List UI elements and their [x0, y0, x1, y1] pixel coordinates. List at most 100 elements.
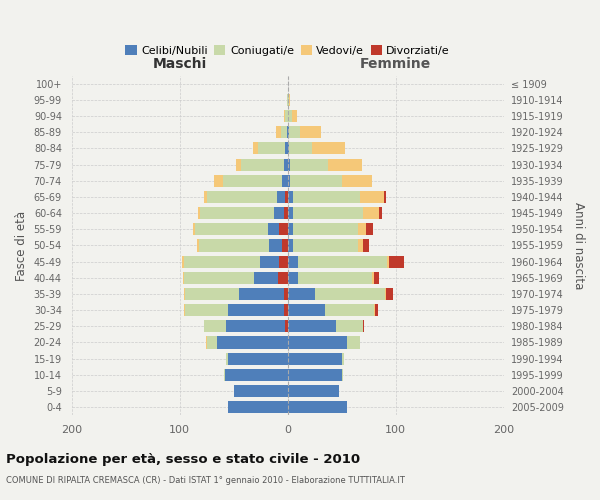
Bar: [289, 142, 313, 154]
Y-axis label: Fasce di età: Fasce di età: [15, 210, 28, 280]
Bar: [259, 142, 286, 154]
Bar: [341, 352, 344, 364]
Bar: [287, 223, 293, 235]
Bar: [277, 191, 286, 203]
Bar: [228, 401, 287, 413]
Bar: [185, 304, 228, 316]
Bar: [228, 352, 287, 364]
Bar: [287, 174, 290, 187]
Bar: [286, 320, 287, 332]
Bar: [200, 207, 274, 219]
Bar: [341, 174, 372, 187]
Bar: [205, 191, 206, 203]
Bar: [363, 240, 368, 252]
Bar: [287, 110, 292, 122]
Bar: [284, 288, 287, 300]
Bar: [375, 304, 379, 316]
Bar: [287, 272, 298, 284]
Bar: [347, 336, 360, 348]
Bar: [293, 240, 358, 252]
Bar: [195, 223, 268, 235]
Text: COMUNE DI RIPALTA CREMASCA (CR) - Dati ISTAT 1° gennaio 2010 - Elaborazione TUTT: COMUNE DI RIPALTA CREMASCA (CR) - Dati I…: [6, 476, 405, 485]
Bar: [282, 174, 287, 187]
Bar: [206, 191, 277, 203]
Bar: [228, 304, 284, 316]
Bar: [292, 110, 298, 122]
Bar: [269, 240, 282, 252]
Bar: [184, 304, 185, 316]
Bar: [298, 272, 372, 284]
Bar: [284, 207, 287, 219]
Bar: [298, 256, 387, 268]
Bar: [287, 369, 341, 381]
Bar: [284, 304, 287, 316]
Bar: [184, 272, 254, 284]
Bar: [358, 223, 367, 235]
Bar: [287, 126, 289, 138]
Bar: [290, 174, 341, 187]
Bar: [299, 126, 321, 138]
Bar: [206, 336, 217, 348]
Bar: [282, 240, 287, 252]
Bar: [233, 385, 287, 397]
Legend: Celibi/Nubili, Coniugati/e, Vedovi/e, Divorziati/e: Celibi/Nubili, Coniugati/e, Vedovi/e, Di…: [121, 40, 454, 60]
Bar: [253, 142, 259, 154]
Bar: [363, 320, 364, 332]
Bar: [185, 288, 239, 300]
Bar: [287, 401, 347, 413]
Bar: [287, 142, 289, 154]
Bar: [287, 207, 293, 219]
Bar: [360, 191, 384, 203]
Bar: [289, 126, 299, 138]
Bar: [239, 288, 284, 300]
Bar: [236, 158, 241, 170]
Bar: [274, 207, 284, 219]
Bar: [205, 320, 226, 332]
Bar: [182, 256, 184, 268]
Bar: [278, 272, 287, 284]
Text: Maschi: Maschi: [152, 57, 207, 71]
Bar: [290, 158, 328, 170]
Bar: [286, 142, 287, 154]
Bar: [193, 223, 195, 235]
Bar: [287, 158, 290, 170]
Bar: [276, 126, 281, 138]
Bar: [341, 369, 343, 381]
Bar: [379, 207, 382, 219]
Bar: [223, 174, 282, 187]
Bar: [293, 191, 360, 203]
Bar: [328, 158, 362, 170]
Bar: [289, 94, 290, 106]
Bar: [224, 369, 225, 381]
Bar: [314, 288, 385, 300]
Bar: [241, 158, 284, 170]
Bar: [385, 288, 386, 300]
Bar: [198, 207, 200, 219]
Bar: [254, 272, 278, 284]
Bar: [363, 207, 379, 219]
Bar: [287, 288, 314, 300]
Bar: [281, 126, 287, 138]
Bar: [284, 110, 286, 122]
Bar: [374, 272, 379, 284]
Bar: [389, 256, 404, 268]
Bar: [372, 272, 374, 284]
Bar: [287, 240, 293, 252]
Bar: [184, 256, 260, 268]
Bar: [387, 256, 389, 268]
Bar: [284, 158, 287, 170]
Bar: [287, 336, 347, 348]
Bar: [386, 288, 394, 300]
Bar: [214, 174, 223, 187]
Bar: [336, 320, 363, 332]
Bar: [287, 256, 298, 268]
Bar: [293, 207, 363, 219]
Bar: [260, 256, 279, 268]
Bar: [384, 191, 386, 203]
Bar: [199, 240, 269, 252]
Bar: [287, 320, 336, 332]
Bar: [184, 288, 185, 300]
Bar: [217, 336, 287, 348]
Bar: [287, 94, 289, 106]
Bar: [367, 223, 373, 235]
